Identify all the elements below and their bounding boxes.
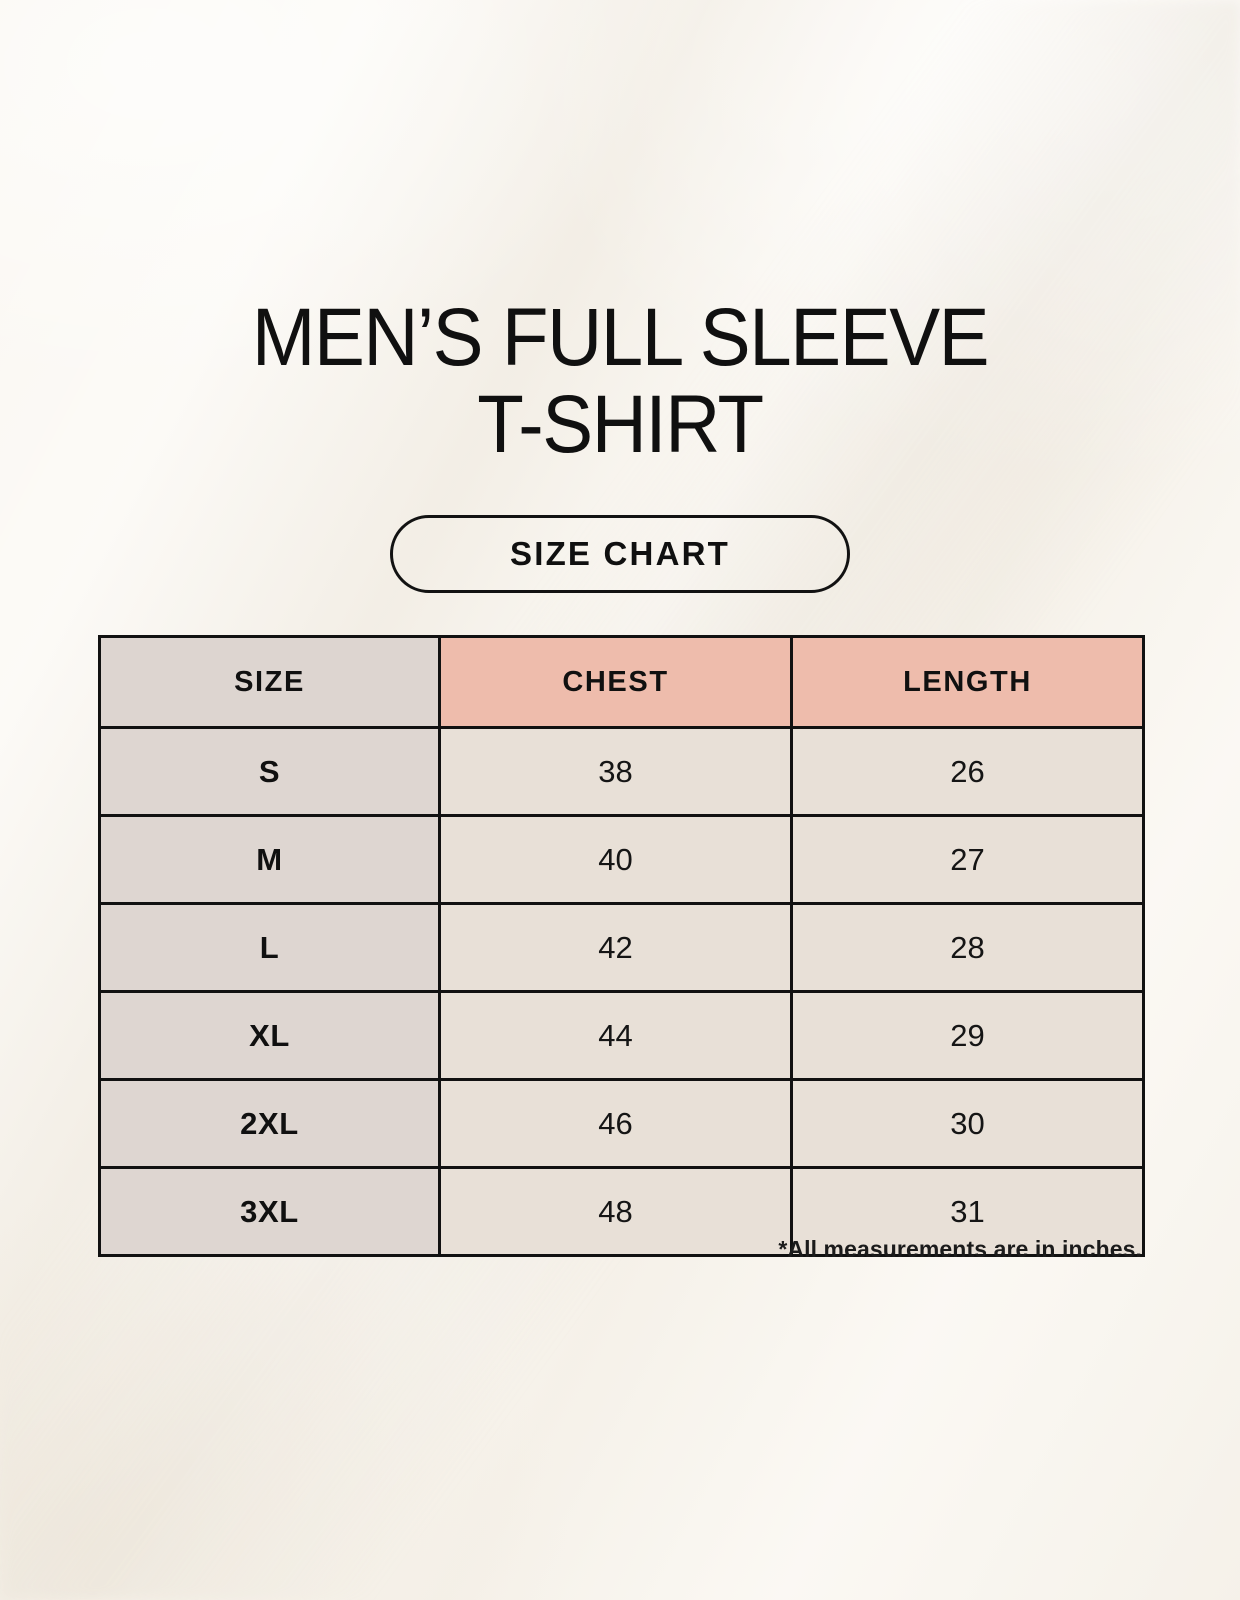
title-line-two: T-SHIRT [477,379,764,471]
cell-size: 3XL [98,1166,441,1257]
size-chart-badge-container: SIZE CHART [0,515,1240,593]
cell-chest: 44 [438,990,793,1081]
size-chart-badge-label: SIZE CHART [510,535,730,572]
size-table: SIZE CHEST LENGTH S 38 26 M 40 27 L [98,635,1145,1257]
cell-size: 2XL [98,1078,441,1169]
cell-length: 26 [790,726,1145,817]
table-row: 2XL 46 30 [98,1078,1145,1169]
cell-chest: 42 [438,902,793,993]
cell-chest: 38 [438,726,793,817]
table-row: M 40 27 [98,814,1145,905]
cell-chest: 40 [438,814,793,905]
cell-chest: 46 [438,1078,793,1169]
table-row: S 38 26 [98,726,1145,817]
cell-size: XL [98,990,441,1081]
cell-length: 30 [790,1078,1145,1169]
measurement-footnote: *All measurements are in inches. [778,1236,1142,1262]
cell-length: 29 [790,990,1145,1081]
title-line-one: MEN’S FULL SLEEVE [251,292,990,383]
cell-size: S [98,726,441,817]
table-header-row: SIZE CHEST LENGTH [98,635,1145,729]
cell-length: 27 [790,814,1145,905]
column-header-size: SIZE [98,635,441,729]
cell-chest: 48 [438,1166,793,1257]
size-table-container: SIZE CHEST LENGTH S 38 26 M 40 27 L [98,635,1145,1257]
table-row: L 42 28 [98,902,1145,993]
page-title: MEN’S FULL SLEEVE T-SHIRT [0,292,1240,471]
table-row: 3XL 48 31 [98,1166,1145,1257]
size-table-header: SIZE CHEST LENGTH [98,635,1145,729]
cell-size: M [98,814,441,905]
cell-length: 28 [790,902,1145,993]
column-header-chest: CHEST [438,635,793,729]
table-row: XL 44 29 [98,990,1145,1081]
cell-length: 31 [790,1166,1145,1257]
cell-size: L [98,902,441,993]
column-header-length: LENGTH [790,635,1145,729]
size-table-body: S 38 26 M 40 27 L 42 28 XL 44 29 [98,726,1145,1257]
size-chart-badge: SIZE CHART [390,515,850,593]
